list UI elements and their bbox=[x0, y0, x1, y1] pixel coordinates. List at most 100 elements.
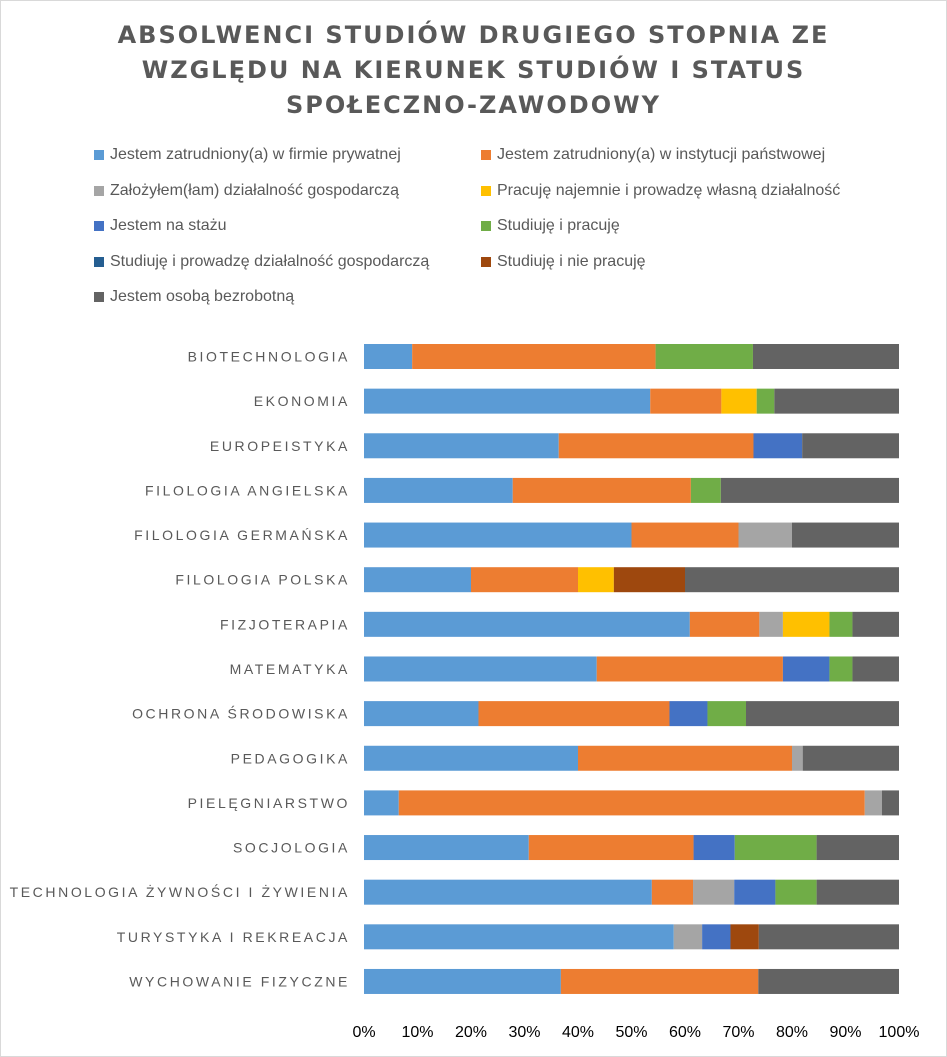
legend-item: Studiuję i pracuję bbox=[481, 217, 620, 235]
category-label: MATEMATYKA bbox=[230, 661, 350, 677]
bar-segment bbox=[512, 477, 691, 503]
legend-item: Jestem zatrudniony(a) w firmie prywatnej bbox=[94, 146, 401, 164]
legend-label: Studiuję i pracuję bbox=[497, 217, 620, 234]
bar-segment bbox=[364, 968, 561, 994]
x-tick-label: 100% bbox=[879, 1024, 920, 1041]
category-label: BIOTECHNOLOGIA bbox=[188, 349, 350, 365]
bar-segment bbox=[852, 611, 899, 637]
bar-segment bbox=[364, 790, 399, 816]
legend-label: Jestem osobą bezrobotną bbox=[110, 288, 295, 305]
bar-segment bbox=[655, 344, 753, 369]
bar-segment bbox=[364, 522, 632, 548]
bar-segment bbox=[758, 924, 899, 950]
x-tick-label: 60% bbox=[669, 1024, 701, 1041]
bar-segment bbox=[693, 835, 735, 861]
category-label: OCHRONA ŚRODOWISKA bbox=[132, 705, 350, 722]
bar-segment bbox=[364, 835, 529, 861]
category-label: WYCHOWANIE FIZYCZNE bbox=[129, 973, 350, 989]
bar-segment bbox=[782, 611, 830, 637]
bar-segment bbox=[753, 433, 803, 459]
category-label: PIELĘGNIARSTWO bbox=[188, 795, 350, 811]
bar-segment bbox=[613, 567, 685, 593]
x-tick-label: 90% bbox=[829, 1024, 861, 1041]
category-label: EKONOMIA bbox=[254, 393, 350, 409]
x-tick-label: 0% bbox=[352, 1024, 375, 1041]
bar-segment bbox=[745, 701, 899, 727]
bar-segment bbox=[364, 924, 674, 950]
bar-segment bbox=[734, 879, 776, 905]
chart-title-line-1: ABSOLWENCI STUDIÓW DRUGIEGO STOPNIA ZE bbox=[117, 21, 830, 49]
bar-segment bbox=[759, 611, 783, 637]
bar-segment bbox=[478, 701, 670, 727]
bar-segment bbox=[558, 433, 754, 459]
bar-segment bbox=[864, 790, 882, 816]
bar-segment bbox=[752, 344, 899, 369]
bar-segment bbox=[829, 656, 853, 682]
legend-swatch bbox=[94, 256, 104, 267]
bar-segment bbox=[816, 879, 899, 905]
bar-segment bbox=[412, 344, 656, 369]
bar-segment bbox=[364, 567, 471, 593]
legend-swatch bbox=[481, 256, 491, 267]
legend-item: Studiuję i prowadzę działalność gospodar… bbox=[94, 253, 429, 271]
category-label: PEDAGOGIKA bbox=[231, 750, 350, 766]
bar-segment bbox=[685, 567, 899, 593]
legend-swatch bbox=[94, 185, 104, 196]
bar-segment bbox=[471, 567, 578, 593]
legend-label: Jestem zatrudniony(a) w instytucji państ… bbox=[497, 146, 826, 163]
chart-title-line-3: SPOŁECZNO-ZAWODOWY bbox=[286, 91, 661, 119]
legend-label: Jestem na stażu bbox=[110, 217, 227, 234]
bar-segment bbox=[690, 477, 721, 503]
legend-label: Studiuję i nie pracuję bbox=[497, 252, 646, 270]
category-label: FILOLOGIA POLSKA bbox=[175, 572, 350, 588]
legend-label: Pracuję najemnie i prowadzę własną dział… bbox=[497, 181, 841, 199]
x-tick-label: 20% bbox=[455, 1024, 487, 1041]
category-label: FILOLOGIA GERMAŃSKA bbox=[134, 527, 350, 543]
bar-segment bbox=[738, 522, 792, 548]
bar-segment bbox=[578, 567, 614, 593]
bar-segment bbox=[758, 968, 899, 994]
legend-swatch bbox=[94, 150, 104, 160]
legend-label: Jestem zatrudniony(a) w firmie prywatnej bbox=[110, 146, 401, 163]
bar-segment bbox=[693, 879, 735, 905]
x-tick-label: 10% bbox=[401, 1024, 433, 1041]
bar-segment bbox=[651, 879, 694, 905]
bar-segment bbox=[364, 745, 578, 771]
bar-segment bbox=[792, 745, 803, 771]
bar-segment bbox=[578, 745, 792, 771]
bar-segment bbox=[720, 477, 899, 503]
legend-swatch bbox=[94, 292, 104, 302]
category-label: FIZJOTERAPIA bbox=[220, 616, 350, 632]
category-label: SOCJOLOGIA bbox=[233, 840, 350, 856]
bar-segment bbox=[650, 388, 722, 414]
bar-segment bbox=[631, 522, 739, 548]
legend-swatch bbox=[481, 185, 491, 196]
x-tick-label: 50% bbox=[615, 1024, 647, 1041]
x-tick-label: 80% bbox=[776, 1024, 808, 1041]
bar-segment bbox=[730, 924, 759, 950]
bar-segment bbox=[702, 924, 731, 950]
bar-segment bbox=[364, 344, 413, 369]
bar-segment bbox=[673, 924, 703, 950]
bar-segment bbox=[721, 388, 757, 414]
category-label: TECHNOLOGIA ŻYWNOŚCI I ŻYWIENIA bbox=[10, 883, 350, 900]
bar-segment bbox=[364, 879, 652, 905]
bar-segment bbox=[364, 433, 559, 459]
legend-swatch bbox=[94, 221, 104, 231]
legend-item: Jestem na stażu bbox=[94, 217, 227, 235]
bar-segment bbox=[792, 522, 899, 548]
bar-segment bbox=[774, 388, 899, 414]
chart-title: ABSOLWENCI STUDIÓW DRUGIEGO STOPNIA ZE W… bbox=[0, 18, 947, 123]
legend-label: Założyłem(łam) działalność gospodarczą bbox=[110, 181, 400, 199]
bar-segment bbox=[802, 433, 899, 459]
bar-segment bbox=[707, 701, 746, 727]
bar-segment bbox=[852, 656, 899, 682]
bar-segment bbox=[816, 835, 899, 861]
legend-swatch bbox=[481, 150, 491, 160]
x-tick-label: 40% bbox=[562, 1024, 594, 1041]
legend-item: Pracuję najemnie i prowadzę własną dział… bbox=[481, 182, 840, 200]
legend-swatch bbox=[481, 221, 491, 231]
bar-segment bbox=[775, 879, 817, 905]
legend-item: Założyłem(łam) działalność gospodarczą bbox=[94, 182, 399, 200]
